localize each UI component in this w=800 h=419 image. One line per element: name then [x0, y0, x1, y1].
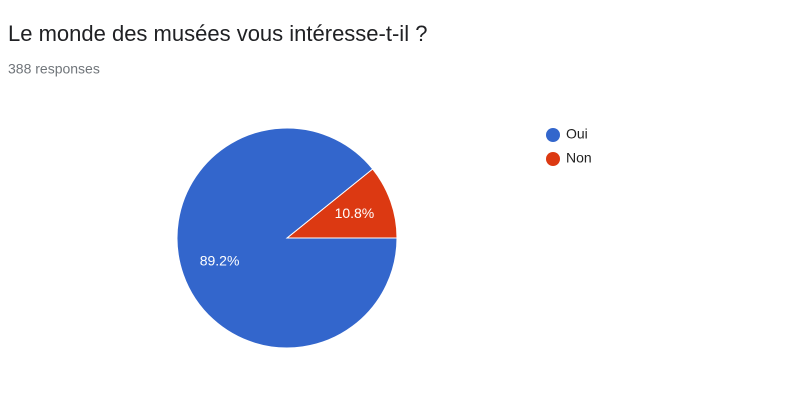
- legend-swatch: [546, 128, 560, 142]
- slice-label: 10.8%: [335, 205, 375, 221]
- pie-slice: [176, 127, 398, 349]
- chart-subtitle: 388 responses: [8, 61, 100, 77]
- pie-slice: [285, 168, 398, 239]
- legend-swatch: [546, 152, 560, 166]
- legend-label: Non: [566, 150, 592, 166]
- legend-label: Oui: [566, 126, 588, 142]
- slice-label: 89.2%: [200, 252, 240, 268]
- chart-title: Le monde des musées vous intéresse-t-il …: [8, 21, 427, 46]
